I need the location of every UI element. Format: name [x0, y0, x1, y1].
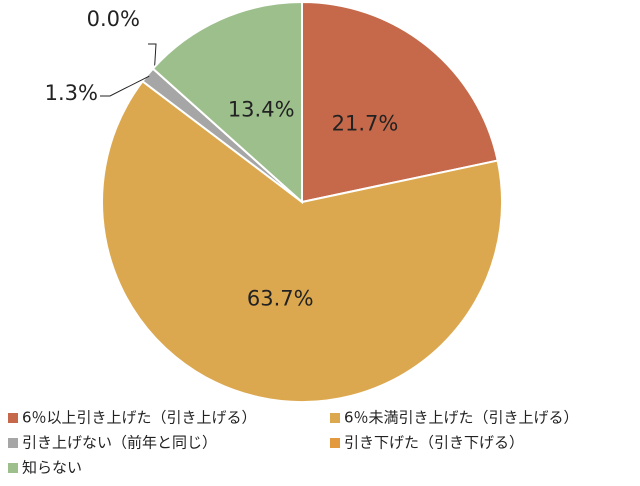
- legend-label: 引き上げない（前年と同じ）: [22, 434, 217, 452]
- legend-label: 知らない: [22, 459, 82, 477]
- value-label: 0.0%: [87, 7, 140, 31]
- pie-slice: [151, 0, 303, 205]
- legend-swatch: [330, 413, 340, 423]
- legend-swatch: [330, 438, 340, 448]
- legend-swatch: [8, 438, 18, 448]
- leader-line: [148, 43, 157, 71]
- legend-swatch: [8, 463, 18, 473]
- value-label: 21.7%: [332, 111, 399, 135]
- pie-slice: [301, 0, 499, 204]
- legend-label: 6％以上引き上げた（引き上げる）: [22, 409, 257, 427]
- legend-swatch: [8, 413, 18, 423]
- pie-slice: [101, 79, 503, 403]
- legend-label: 6％未満引き上げた（引き上げる）: [344, 409, 579, 427]
- leader-line: [100, 75, 150, 97]
- value-label: 1.3%: [45, 81, 98, 105]
- legend-label: 引き下げた（引き下げる）: [344, 434, 524, 452]
- value-label: 13.4%: [228, 98, 295, 122]
- value-label: 63.7%: [247, 287, 314, 311]
